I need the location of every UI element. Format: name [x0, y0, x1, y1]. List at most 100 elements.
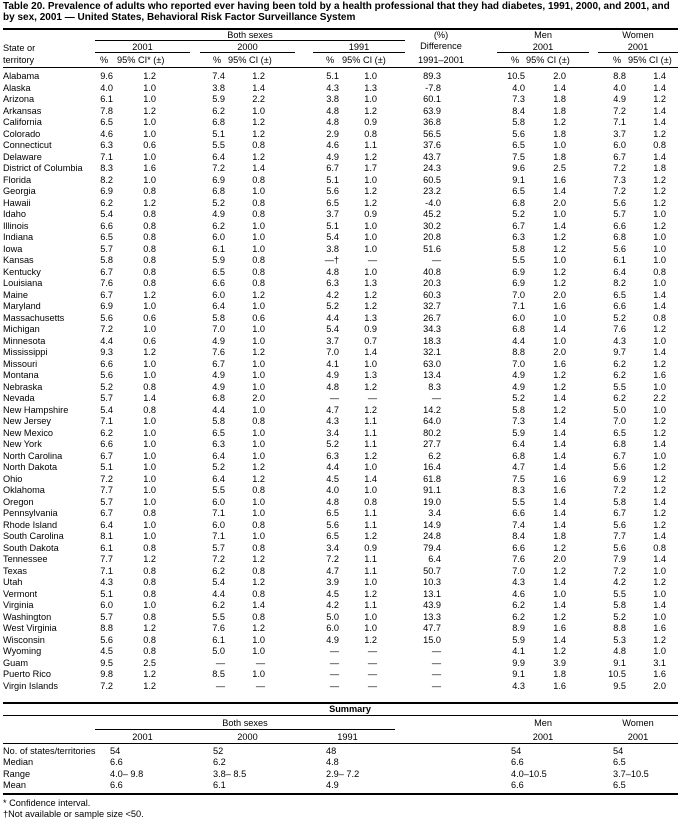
row-cell: 8.4 — [512, 105, 525, 116]
row-cell: 1.0 — [364, 611, 377, 622]
row-state-name: New Hampshire — [3, 404, 69, 415]
row-cell: 45.2 — [423, 209, 441, 219]
row-cell: 6.1 — [212, 634, 225, 645]
row-state-name: Massachusetts — [3, 312, 65, 323]
row-cell: 1.0 — [252, 324, 265, 334]
row-cell: 9.5 — [100, 657, 113, 668]
row-cell: 6.0 — [212, 519, 225, 530]
row-cell: 5.6 — [613, 197, 626, 208]
row-cell: 1.2 — [653, 128, 666, 139]
table-row: Kentucky 6.7 0.8 6.5 0.8 4.8 1.0 40.8 6.9 1.2 6.4 0… — [0, 267, 681, 277]
row-cell: 10.3 — [423, 577, 441, 587]
row-cell: 7.2 — [100, 473, 113, 484]
header-pct-diff-1: (%) — [433, 30, 449, 40]
row-cell: 63.9 — [423, 105, 441, 116]
row-cell: 3.8 — [212, 82, 225, 93]
row-cell: 1.2 — [653, 220, 666, 231]
row-cell: 7.3 — [613, 174, 626, 185]
row-cell: 4.2 — [326, 289, 339, 300]
row-cell: 0.8 — [653, 542, 666, 553]
header-2001: 2001 — [132, 42, 153, 52]
row-cell: 5.7 — [212, 542, 225, 553]
row-cell: — — [431, 255, 441, 265]
row-state-name: Washington — [3, 611, 52, 622]
table-row: Colorado 4.6 1.0 5.1 1.2 2.9 0.8 56.5 5.6 1.8 3.7 1… — [0, 129, 681, 139]
row-cell: 6.1 — [100, 94, 113, 104]
row-cell: 8.3 — [428, 381, 441, 392]
row-cell: 7.2 — [326, 554, 339, 564]
row-cell: 1.2 — [143, 197, 156, 208]
row-cell: 6.9 — [512, 266, 525, 277]
row-cell: 1.2 — [553, 232, 566, 242]
header-2000: 2000 — [237, 42, 258, 52]
row-cell: 1.0 — [252, 669, 265, 679]
row-cell: 9.6 — [512, 163, 525, 173]
summary-header-men: Men — [534, 718, 552, 728]
row-cell: 1.2 — [364, 450, 377, 461]
row-cell: 1.0 — [252, 220, 265, 231]
row-cell: 7.2 — [613, 485, 626, 495]
row-cell: 5.2 — [512, 209, 525, 219]
summary-cell: 6.6 — [511, 757, 524, 768]
row-cell: 3.8 — [326, 243, 339, 254]
summary-cell: 52 — [213, 746, 224, 756]
row-cell: 1.0 — [653, 588, 666, 599]
row-cell: 6.2 — [212, 105, 225, 116]
table-row: North Dakota 5.1 1.0 5.2 1.2 4.4 1.0 16.4 4.7 1.4… — [0, 462, 681, 472]
row-cell: 7.6 — [512, 554, 525, 564]
summary-cell: 6.1 — [213, 779, 226, 790]
row-cell: 4.9 — [212, 381, 225, 392]
row-cell: — — [367, 393, 377, 403]
row-cell: 27.7 — [423, 439, 441, 449]
row-cell: 7.6 — [100, 278, 113, 288]
summary-cell: 4.0– 9.8 — [110, 768, 144, 779]
row-state-name: Mississippi — [3, 347, 48, 357]
table-row: Maryland 6.9 1.0 6.4 1.0 5.2 1.2 32.7 7.1 1.6 6.6 1… — [0, 301, 681, 311]
row-cell: 7.3 — [512, 94, 525, 104]
row-cell: 1.1 — [364, 565, 377, 576]
summary-title: Summary — [329, 704, 371, 714]
row-cell: 7.0 — [512, 289, 525, 300]
row-state-name: Louisiana — [3, 278, 43, 288]
row-cell: 23.2 — [423, 186, 441, 196]
row-state-name: Guam — [3, 657, 29, 668]
row-cell: 6.5 — [100, 232, 113, 242]
row-cell: 0.8 — [143, 634, 156, 645]
row-cell: 4.4 — [212, 404, 225, 415]
row-cell: 7.7 — [100, 554, 113, 564]
row-state-name: Vermont — [3, 588, 38, 599]
row-state-name: Hawaii — [3, 197, 31, 208]
row-cell: 6.3 — [100, 140, 113, 150]
row-cell: 6.5 — [512, 140, 525, 150]
row-cell: 5.6 — [613, 462, 626, 472]
row-cell: 1.2 — [364, 186, 377, 196]
row-state-name: Wisconsin — [3, 634, 45, 645]
table-row: Oklahoma 7.7 1.0 5.5 0.8 4.0 1.0 91.1 8.3 1.6 7.2 1… — [0, 485, 681, 495]
row-cell: 4.9 — [512, 381, 525, 392]
table-row: Pennsylvania 6.7 0.8 7.1 1.0 6.5 1.1 3.4 6.6 1.4 6… — [0, 508, 681, 518]
row-cell: 6.4 — [212, 151, 225, 162]
row-cell: 40.8 — [423, 266, 441, 277]
row-cell: 1.8 — [553, 105, 566, 116]
row-cell: 5.7 — [100, 496, 113, 507]
row-cell: 6.5 — [613, 427, 626, 438]
row-cell: 1.4 — [553, 416, 566, 426]
row-cell: 1.6 — [553, 485, 566, 495]
row-cell: 4.3 — [512, 680, 525, 691]
row-cell: 6.8 — [613, 439, 626, 449]
row-cell: 2.0 — [553, 197, 566, 208]
row-cell: 4.2 — [613, 577, 626, 587]
row-cell: 1.0 — [364, 243, 377, 254]
row-cell: 1.0 — [143, 450, 156, 461]
row-cell: 0.8 — [143, 381, 156, 392]
row-cell: 6.2 — [100, 427, 113, 438]
row-cell: 1.0 — [143, 370, 156, 380]
row-cell: 5.1 — [100, 462, 113, 472]
row-cell: 5.8 — [212, 312, 225, 323]
row-cell: 3.4 — [428, 508, 441, 518]
row-cell: 4.3 — [326, 416, 339, 426]
row-cell: 4.8 — [326, 266, 339, 277]
row-cell: 1.0 — [143, 473, 156, 484]
row-cell: 6.2 — [613, 358, 626, 369]
header-both-sexes: Both sexes — [227, 30, 273, 40]
